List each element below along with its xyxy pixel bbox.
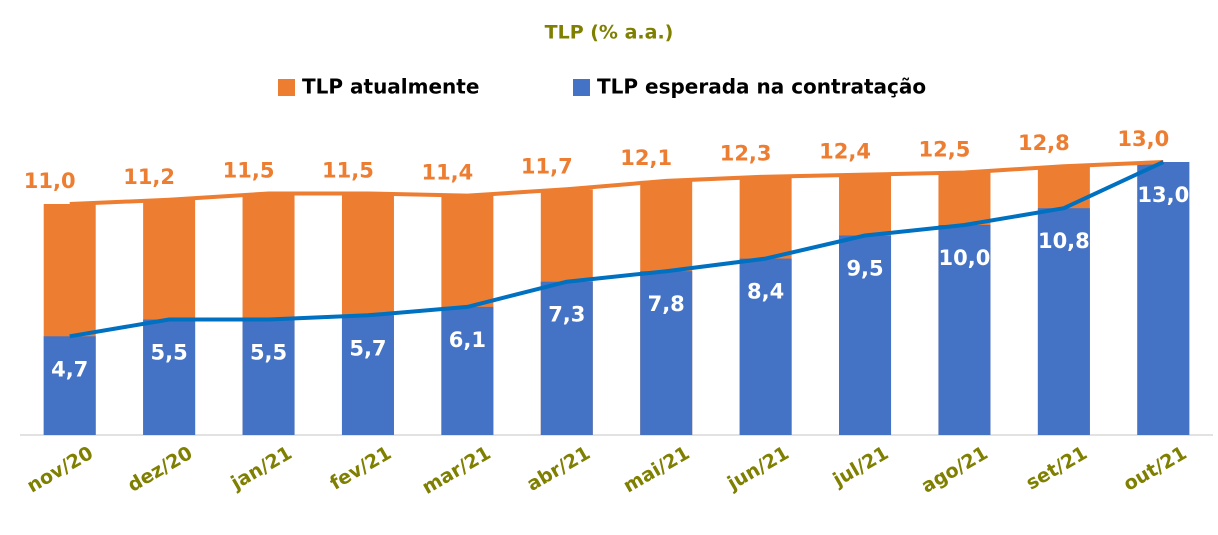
value-label: 6,1	[449, 328, 486, 352]
bar	[143, 319, 196, 435]
value-label: 10,8	[1038, 229, 1090, 253]
value-label: 13,0	[1137, 183, 1189, 207]
value-label: 4,7	[51, 357, 88, 381]
value-label: 11,0	[24, 169, 76, 193]
value-label: 11,7	[521, 154, 573, 178]
x-tick-label: nov/20	[23, 442, 97, 497]
value-label: 10,0	[939, 246, 991, 270]
value-label: 9,5	[846, 257, 883, 281]
x-tick-label: jul/21	[829, 442, 893, 492]
bar	[739, 258, 792, 435]
line	[69, 160, 1165, 339]
value-label: 12,4	[819, 140, 871, 164]
bar	[640, 271, 693, 435]
x-tick-label: jan/21	[227, 442, 296, 495]
legend-swatch	[573, 79, 590, 96]
value-label: 8,4	[747, 280, 784, 304]
value-label: 5,7	[349, 336, 386, 360]
value-label: 11,4	[421, 161, 473, 185]
legend-label: TLP atualmente	[302, 75, 479, 99]
value-label: 13,0	[1117, 127, 1169, 151]
bar	[938, 225, 991, 435]
legend-label: TLP esperada na contratação	[597, 75, 926, 99]
value-label: 7,8	[648, 292, 685, 316]
bar	[441, 306, 494, 435]
x-tick-label: out/21	[1120, 442, 1191, 496]
bar	[43, 336, 96, 435]
bar	[540, 281, 593, 435]
x-tick-label: fev/21	[326, 442, 395, 495]
value-label: 5,5	[151, 341, 188, 365]
line	[69, 160, 1164, 206]
bar	[242, 319, 295, 435]
chart-title: TLP (% a.a.)	[545, 22, 674, 44]
value-label: 11,5	[223, 159, 275, 183]
legend-swatch	[278, 79, 295, 96]
x-tick-label: set/21	[1022, 442, 1091, 494]
x-tick-label: dez/20	[124, 442, 196, 497]
bar	[1037, 208, 1090, 435]
x-tick-label: mar/21	[418, 442, 494, 499]
bar	[839, 235, 892, 435]
x-tick-label: mai/21	[620, 442, 694, 497]
value-label: 11,2	[123, 165, 175, 189]
x-tick-label: abr/21	[523, 442, 594, 496]
value-label: 12,8	[1018, 131, 1070, 155]
bar	[341, 315, 394, 435]
value-label: 12,3	[720, 142, 772, 166]
bar	[1137, 162, 1190, 435]
value-label: 11,5	[322, 159, 374, 183]
value-label: 12,5	[919, 138, 971, 162]
value-label: 12,1	[620, 146, 672, 170]
value-label: 7,3	[548, 303, 585, 327]
x-tick-label: ago/21	[918, 442, 992, 497]
x-tick-label: jun/21	[723, 442, 793, 495]
value-label: 5,5	[250, 341, 287, 365]
